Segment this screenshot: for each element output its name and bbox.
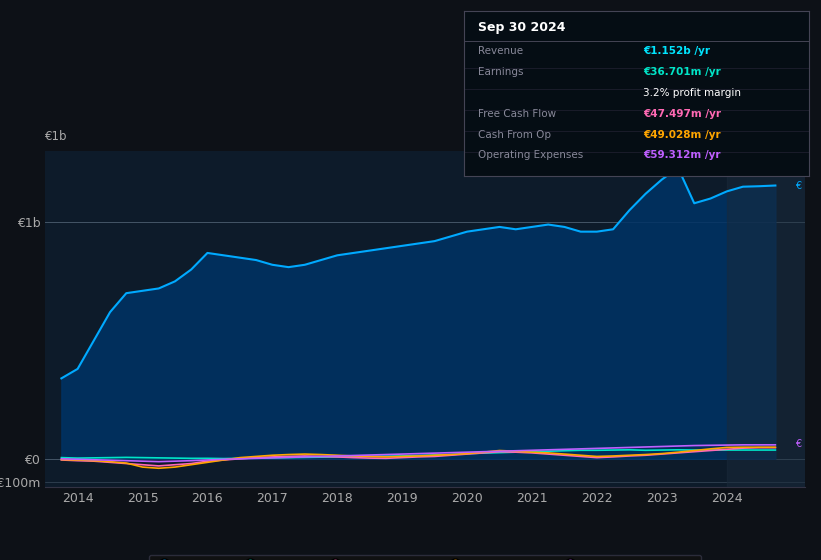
Text: Revenue: Revenue [478,46,523,56]
Bar [727,151,821,487]
Text: €1.152b /yr: €1.152b /yr [643,46,710,56]
Text: €: € [795,180,801,190]
Text: €47.497m /yr: €47.497m /yr [643,109,721,119]
Text: €59.312m /yr: €59.312m /yr [643,151,721,161]
Text: €49.028m /yr: €49.028m /yr [643,129,721,139]
Text: 3.2% profit margin: 3.2% profit margin [643,88,741,97]
Text: €1b: €1b [45,130,67,143]
Text: Operating Expenses: Operating Expenses [478,151,583,161]
Text: Sep 30 2024: Sep 30 2024 [478,21,565,34]
Text: Cash From Op: Cash From Op [478,129,551,139]
Text: €: € [795,439,801,449]
Text: €36.701m /yr: €36.701m /yr [643,67,721,77]
Text: Earnings: Earnings [478,67,523,77]
Text: Free Cash Flow: Free Cash Flow [478,109,556,119]
Legend: Revenue, Earnings, Free Cash Flow, Cash From Op, Operating Expenses: Revenue, Earnings, Free Cash Flow, Cash … [149,555,701,560]
